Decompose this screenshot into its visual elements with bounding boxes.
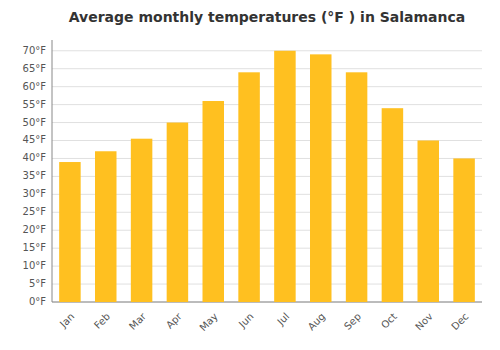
x-tick-label: Jun: [236, 311, 256, 331]
grid-line: [52, 122, 482, 123]
y-tick-labels: 0°F 5°F 10°F 15°F 20°F 25°F 30°F 35°F 40°F 45°F 50…: [23, 45, 47, 307]
y-grid: [52, 51, 482, 302]
x-tick-label: May: [197, 311, 219, 333]
bar: [131, 139, 153, 302]
y-tick-label: 55°F: [23, 99, 47, 110]
y-tick-label: 30°F: [23, 188, 47, 199]
grid-line: [52, 68, 482, 69]
x-tick-label: Oct: [379, 311, 399, 331]
bar: [167, 123, 189, 302]
bar: [203, 101, 225, 302]
x-tick-label: Jul: [274, 311, 291, 328]
y-tick-label: 10°F: [23, 260, 47, 271]
y-tick-label: 40°F: [23, 152, 47, 163]
bar: [382, 108, 404, 302]
bar: [346, 72, 368, 302]
title: Average monthly temperatures (°F ) in Sa…: [69, 9, 466, 25]
x-tick-label: Nov: [413, 311, 435, 333]
bar: [418, 140, 440, 302]
y-tick-label: 45°F: [23, 134, 47, 145]
y-tick-label: 50°F: [23, 117, 47, 128]
x-tick-label: Mar: [127, 310, 149, 332]
x-tick-label: Aug: [306, 311, 328, 333]
grid-line: [52, 86, 482, 87]
x-tick-label: Feb: [92, 311, 112, 331]
y-tick-label: 70°F: [23, 45, 47, 56]
bar: [274, 51, 296, 302]
y-tick-label: 60°F: [23, 81, 47, 92]
bars: [59, 51, 475, 302]
bar: [238, 72, 259, 302]
bar: [453, 158, 475, 302]
y-tick-label: 5°F: [29, 278, 46, 289]
y-tick-label: 0°F: [29, 296, 46, 307]
grid-line: [52, 50, 482, 51]
x-tick-label: Dec: [449, 311, 470, 332]
chart-container: Average monthly temperatures (°F ) in Sa…: [0, 0, 500, 350]
x-tick-label: Apr: [164, 310, 185, 331]
y-tick-label: 20°F: [23, 224, 47, 235]
y-axis-line: [52, 40, 53, 302]
x-tick-labels: Jan Feb Mar Apr May Jun Jul Aug Sep Oct Nov Dec: [57, 310, 471, 333]
y-tick-label: 35°F: [23, 170, 47, 181]
y-tick-label: 25°F: [23, 206, 47, 217]
bar: [95, 151, 117, 302]
x-tick-label: Jan: [57, 311, 76, 330]
grid-line: [52, 104, 482, 105]
chart-svg: Average monthly temperatures (°F ) in Sa…: [0, 0, 500, 350]
y-tick-label: 65°F: [23, 63, 47, 74]
bar: [59, 162, 81, 302]
y-tick-label: 15°F: [23, 242, 47, 253]
x-tick-label: Sep: [342, 311, 363, 332]
bar: [310, 54, 332, 302]
